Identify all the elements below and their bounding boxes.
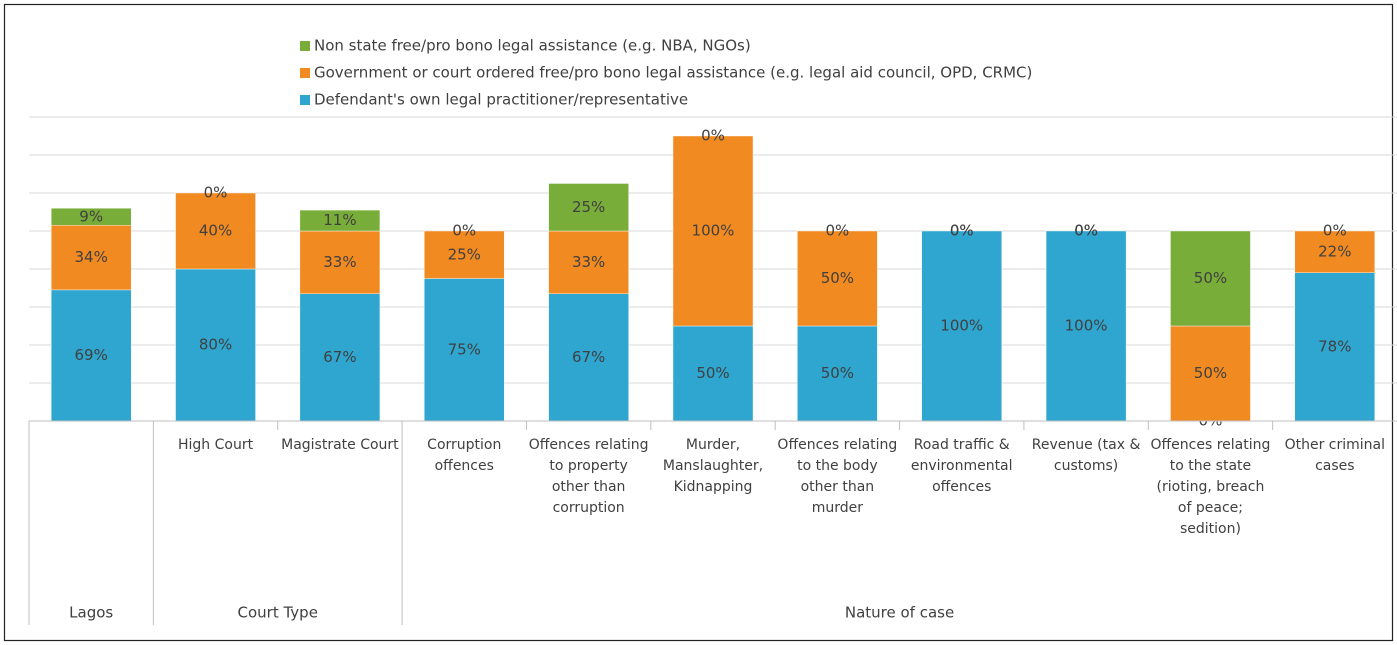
group-label: Lagos <box>69 604 113 622</box>
bar-segment <box>797 230 878 327</box>
bar-segment <box>50 225 132 291</box>
legend-swatch <box>300 41 310 51</box>
data-label: 0% <box>452 222 476 240</box>
x-tick-label: Murder, Manslaughter, Kidnapping <box>662 437 764 495</box>
data-label: 34% <box>75 248 108 266</box>
legend-swatch <box>300 68 310 78</box>
x-tick-label: Other criminal cases <box>1284 437 1386 474</box>
bar-segment <box>1170 230 1251 327</box>
data-label: 78% <box>1318 337 1351 355</box>
data-label: 11% <box>323 211 356 229</box>
data-label: 50% <box>821 364 854 382</box>
data-label: 0% <box>1074 222 1098 240</box>
x-tick-label: Magistrate Court <box>281 437 399 453</box>
group-label: Court Type <box>238 604 318 622</box>
data-label: 100% <box>692 222 735 240</box>
x-tick-label: Revenue (tax & customs) <box>1031 437 1141 474</box>
bar-segment <box>424 278 505 422</box>
bar-segment <box>797 325 878 422</box>
bar-segment <box>548 183 629 232</box>
data-label: 0% <box>950 222 974 240</box>
x-tick-label: Road traffic & environmental offences <box>910 437 1013 495</box>
data-label: 40% <box>199 222 232 240</box>
x-tick-label: Offences relating to the body other than… <box>777 437 898 516</box>
data-label: 100% <box>1065 317 1108 335</box>
data-label: 50% <box>1194 364 1227 382</box>
bar-segment <box>50 289 132 422</box>
data-label: 0% <box>1323 222 1347 240</box>
data-label: 25% <box>448 245 481 263</box>
bar-segment <box>548 230 629 294</box>
bar-segment <box>1294 272 1376 422</box>
legend-swatch <box>300 95 310 105</box>
data-label: 50% <box>821 269 854 287</box>
data-label: 25% <box>572 198 605 216</box>
legend-label: Non state free/pro bono legal assistance… <box>314 37 751 55</box>
bar-segment <box>299 293 381 422</box>
data-label: 50% <box>1194 269 1227 287</box>
x-tick-label: Offences relating to the state (rioting,… <box>1150 437 1271 537</box>
bar-segment <box>548 293 629 422</box>
data-label: 9% <box>79 207 103 225</box>
bar-segment <box>672 325 754 422</box>
data-label: 0% <box>1074 222 1098 240</box>
bar-segment <box>175 192 256 270</box>
bar-segment <box>175 268 256 422</box>
bar-segment <box>1170 325 1251 422</box>
data-label: 67% <box>323 348 356 366</box>
frame <box>3 3 1394 642</box>
data-label: 22% <box>1318 242 1351 260</box>
data-label: 0% <box>204 184 228 202</box>
x-tick-label: Corruption offences <box>427 437 502 474</box>
data-label: 80% <box>199 336 232 354</box>
data-label: 0% <box>825 222 849 240</box>
data-label: 0% <box>701 127 725 145</box>
x-tick-label: Offences relating to property other than… <box>528 437 649 516</box>
x-tick-label: High Court <box>177 437 254 453</box>
group-label: Nature of case <box>845 604 954 622</box>
data-label: 67% <box>572 348 605 366</box>
data-label: 33% <box>572 253 605 271</box>
data-label: 33% <box>323 253 356 271</box>
bar-segment <box>50 207 132 226</box>
bar-segment <box>921 230 1002 422</box>
data-label: 75% <box>448 340 481 358</box>
data-label: 0% <box>950 222 974 240</box>
data-label: 100% <box>940 317 983 335</box>
data-label: 69% <box>75 346 108 364</box>
data-label: 50% <box>696 364 729 382</box>
bar-segment <box>672 135 754 327</box>
legend-label: Government or court ordered free/pro bon… <box>314 64 1032 82</box>
bar-segment <box>299 209 381 232</box>
bar-segment <box>1294 230 1376 273</box>
bar-segment <box>1045 230 1127 422</box>
bar-segment <box>424 230 505 279</box>
legend-label: Defendant's own legal practitioner/repre… <box>314 91 688 109</box>
